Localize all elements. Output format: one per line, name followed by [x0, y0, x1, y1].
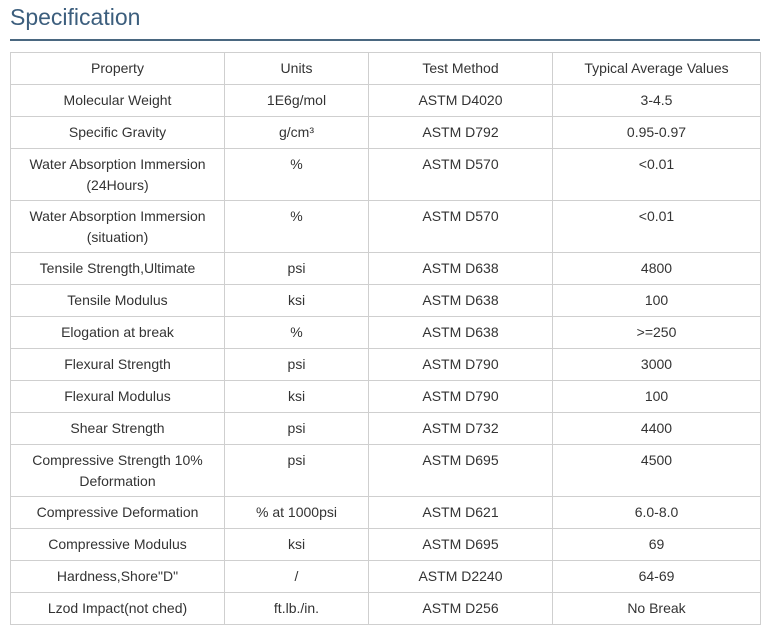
cell-value: 100 [552, 380, 761, 413]
cell-value: No Break [552, 592, 761, 625]
table-row: Molecular Weight 1E6g/mol ASTM D4020 3-4… [10, 84, 761, 117]
cell-value: 4800 [552, 252, 761, 285]
cell-property: Tensile Modulus [10, 284, 225, 317]
cell-test-method: ASTM D570 [368, 148, 553, 201]
table-row: Flexural Modulus ksi ASTM D790 100 [10, 380, 761, 413]
cell-test-method: ASTM D2240 [368, 560, 553, 593]
cell-property: Compressive Deformation [10, 496, 225, 529]
table-header-row: Property Units Test Method Typical Avera… [10, 52, 761, 85]
cell-property: Specific Gravity [10, 116, 225, 149]
cell-test-method: ASTM D570 [368, 200, 553, 253]
cell-test-method: ASTM D695 [368, 444, 553, 497]
cell-test-method: ASTM D621 [368, 496, 553, 529]
table-row: Elogation at break % ASTM D638 >=250 [10, 316, 761, 349]
cell-property: Molecular Weight [10, 84, 225, 117]
cell-units: % [224, 316, 369, 349]
cell-test-method: ASTM D695 [368, 528, 553, 561]
cell-units: 1E6g/mol [224, 84, 369, 117]
table-row: Water Absorption Immersion (situation) %… [10, 200, 761, 253]
table-row: Flexural Strength psi ASTM D790 3000 [10, 348, 761, 381]
cell-value: 0.95-0.97 [552, 116, 761, 149]
title-divider [10, 39, 760, 41]
cell-value: 3000 [552, 348, 761, 381]
cell-value: 4400 [552, 412, 761, 445]
cell-units: psi [224, 444, 369, 497]
cell-property: Hardness,Shore"D" [10, 560, 225, 593]
cell-units: psi [224, 348, 369, 381]
cell-units: % at 1000psi [224, 496, 369, 529]
cell-test-method: ASTM D256 [368, 592, 553, 625]
cell-property: Lzod Impact(not ched) [10, 592, 225, 625]
table-row: Compressive Modulus ksi ASTM D695 69 [10, 528, 761, 561]
specification-table: Property Units Test Method Typical Avera… [10, 52, 761, 625]
cell-test-method: ASTM D790 [368, 380, 553, 413]
cell-units: % [224, 200, 369, 253]
table-row: Tensile Strength,Ultimate psi ASTM D638 … [10, 252, 761, 285]
cell-property: Water Absorption Immersion (situation) [10, 200, 225, 253]
cell-value: 69 [552, 528, 761, 561]
cell-units: g/cm³ [224, 116, 369, 149]
table-row: Compressive Deformation % at 1000psi AST… [10, 496, 761, 529]
table-row: Hardness,Shore"D" / ASTM D2240 64-69 [10, 560, 761, 593]
cell-property: Compressive Modulus [10, 528, 225, 561]
table-row: Tensile Modulus ksi ASTM D638 100 [10, 284, 761, 317]
cell-property: Shear Strength [10, 412, 225, 445]
column-header-typical-values: Typical Average Values [552, 52, 761, 85]
table-row: Shear Strength psi ASTM D732 4400 [10, 412, 761, 445]
cell-test-method: ASTM D4020 [368, 84, 553, 117]
cell-value: >=250 [552, 316, 761, 349]
cell-units: ksi [224, 284, 369, 317]
cell-value: <0.01 [552, 200, 761, 253]
column-header-units: Units [224, 52, 369, 85]
cell-value: 6.0-8.0 [552, 496, 761, 529]
cell-value: 100 [552, 284, 761, 317]
page-title: Specification [10, 4, 141, 30]
cell-property: Elogation at break [10, 316, 225, 349]
cell-value: 4500 [552, 444, 761, 497]
cell-value: 64-69 [552, 560, 761, 593]
cell-test-method: ASTM D638 [368, 284, 553, 317]
cell-property: Tensile Strength,Ultimate [10, 252, 225, 285]
cell-test-method: ASTM D638 [368, 316, 553, 349]
cell-units: psi [224, 412, 369, 445]
table-row: Compressive Strength 10% Deformation psi… [10, 444, 761, 497]
table-row: Specific Gravity g/cm³ ASTM D792 0.95-0.… [10, 116, 761, 149]
table-row: Lzod Impact(not ched) ft.lb./in. ASTM D2… [10, 592, 761, 625]
column-header-test-method: Test Method [368, 52, 553, 85]
cell-units: / [224, 560, 369, 593]
cell-property: Flexural Modulus [10, 380, 225, 413]
cell-property: Compressive Strength 10% Deformation [10, 444, 225, 497]
cell-value: 3-4.5 [552, 84, 761, 117]
column-header-property: Property [10, 52, 225, 85]
cell-units: psi [224, 252, 369, 285]
cell-value: <0.01 [552, 148, 761, 201]
cell-units: ksi [224, 380, 369, 413]
cell-test-method: ASTM D790 [368, 348, 553, 381]
cell-units: ft.lb./in. [224, 592, 369, 625]
table-row: Water Absorption Immersion (24Hours) % A… [10, 148, 761, 201]
cell-property: Flexural Strength [10, 348, 225, 381]
cell-units: ksi [224, 528, 369, 561]
cell-test-method: ASTM D638 [368, 252, 553, 285]
cell-units: % [224, 148, 369, 201]
cell-test-method: ASTM D792 [368, 116, 553, 149]
cell-test-method: ASTM D732 [368, 412, 553, 445]
cell-property: Water Absorption Immersion (24Hours) [10, 148, 225, 201]
